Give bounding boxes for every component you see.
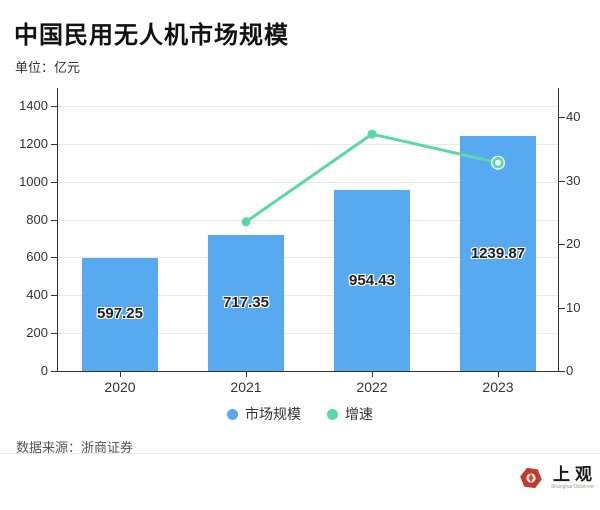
left-axis-tick — [51, 295, 57, 297]
gridline — [57, 106, 558, 107]
legend: 市场规模 增速 — [0, 404, 600, 424]
right-axis-tick — [559, 180, 565, 182]
logo-text: 上观 — [553, 465, 597, 484]
left-axis-tick — [51, 219, 57, 221]
right-axis-tick — [559, 307, 565, 309]
y-axis-right-tick-label: 10 — [566, 299, 581, 315]
bar-value-label: 597.25 — [97, 305, 143, 323]
source-text: 数据来源：浙商证券 — [16, 440, 134, 455]
left-axis-tick — [51, 371, 57, 372]
legend-dot-market-size — [227, 408, 238, 420]
right-axis-tick — [559, 244, 565, 245]
bar-value-label: 954.43 — [349, 271, 395, 289]
right-axis-tick — [559, 117, 565, 118]
x-axis-label-2023: 2023 — [482, 379, 514, 395]
logo-mark-icon — [520, 467, 542, 489]
bar-value-label: 1239.87 — [470, 244, 526, 262]
y-axis-left-tick-label: 200 — [26, 325, 48, 341]
left-axis-tick — [51, 257, 57, 259]
footer-divider — [0, 453, 600, 454]
x-axis-line — [57, 371, 559, 372]
logo: 上观 Shanghai Observer — [519, 466, 597, 490]
x-axis-tick — [498, 372, 499, 377]
y-axis-left-tick-label: 800 — [26, 211, 48, 227]
unit-label: 单位：亿元 — [15, 60, 81, 75]
y-axis-left-tick-label: 1000 — [19, 173, 48, 189]
logo-subtext: Shanghai Observer — [550, 484, 595, 490]
y-axis-left-tick-label: 0 — [40, 363, 48, 378]
legend-label-growth-rate: 增速 — [345, 406, 373, 422]
x-axis-tick — [372, 372, 373, 377]
x-axis-label-2022: 2022 — [356, 379, 388, 395]
left-axis-tick — [51, 143, 57, 145]
left-axis-tick — [51, 333, 57, 335]
y-axis-left-tick-label: 1200 — [19, 135, 48, 151]
legend-item-growth-rate[interactable]: 增速 — [327, 404, 373, 424]
y-axis-left-tick-label: 400 — [26, 287, 48, 303]
bar-2021[interactable] — [208, 235, 284, 371]
bar-value-label: 717.35 — [223, 294, 269, 312]
x-axis-label-2021: 2021 — [230, 379, 262, 395]
legend-item-market-size[interactable]: 市场规模 — [227, 404, 301, 424]
y-axis-left-tick-label: 600 — [26, 249, 48, 265]
x-axis-tick — [120, 372, 121, 377]
y-axis-right-tick-label: 40 — [566, 109, 581, 124]
gridline — [57, 257, 558, 259]
left-axis-tick — [51, 181, 57, 183]
gridline — [57, 295, 558, 297]
gridline — [57, 333, 558, 335]
y-axis-right-tick-label: 30 — [566, 172, 581, 188]
bar-2020[interactable] — [82, 257, 158, 371]
x-axis-tick — [246, 372, 247, 377]
y-axis-left-tick-label: 1400 — [19, 98, 48, 113]
legend-label-market-size: 市场规模 — [245, 406, 301, 422]
legend-dot-growth-rate — [327, 408, 338, 420]
left-axis-tick — [51, 106, 57, 107]
y-axis-right-tick-label: 0 — [566, 363, 574, 378]
right-y-axis-line — [558, 88, 559, 372]
page-title: 中国民用无人机市场规模 — [14, 22, 289, 49]
logo-text-column: 上观 Shanghai Observer — [548, 465, 597, 491]
y-axis-right-tick-label: 20 — [566, 236, 581, 251]
x-axis-label-2020: 2020 — [104, 379, 136, 395]
left-y-axis-line — [57, 88, 58, 372]
right-axis-tick — [559, 371, 565, 372]
